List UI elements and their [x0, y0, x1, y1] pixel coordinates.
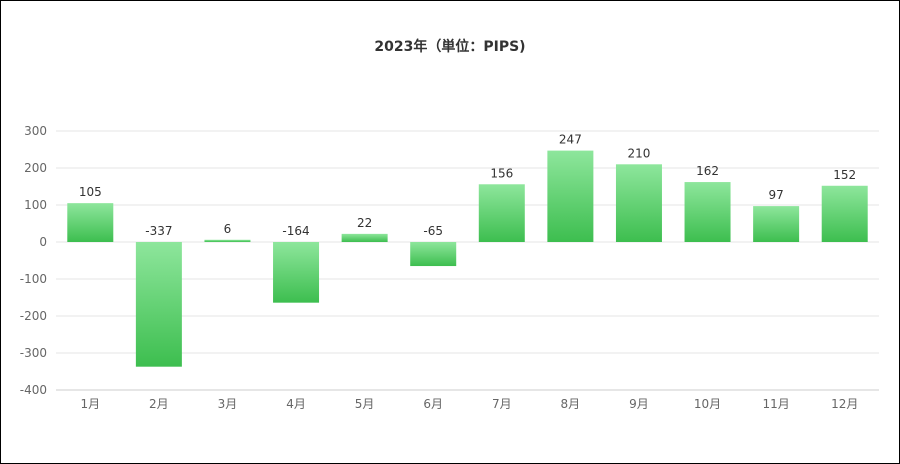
data-label: 247 — [559, 133, 582, 147]
data-label: 6 — [224, 222, 232, 236]
bars — [67, 150, 868, 367]
x-tick-label: 9月 — [629, 397, 649, 411]
data-labels: 105 -337 6 -164 22 -65 156 247 210 162 97 152 — [79, 133, 856, 238]
bar — [273, 242, 320, 303]
gridlines — [56, 130, 879, 391]
bar — [204, 239, 251, 242]
chart-title: 2023年（単位：PIPS) — [374, 39, 526, 55]
y-tick-label: 0 — [39, 235, 47, 249]
data-label: -164 — [282, 224, 309, 238]
bar — [478, 184, 525, 242]
x-tick-label: 11月 — [762, 397, 789, 411]
data-label: -65 — [423, 224, 443, 238]
bar — [615, 164, 662, 242]
y-tick-label: 200 — [24, 161, 47, 175]
y-tick-label: -200 — [20, 309, 47, 323]
bar — [135, 242, 182, 367]
data-label: 105 — [79, 185, 102, 199]
data-label: 210 — [628, 146, 651, 160]
x-tick-label: 12月 — [831, 397, 858, 411]
data-label: -337 — [145, 224, 172, 238]
y-axis-ticks: 300 200 100 0 -100 -200 -300 -400 — [20, 124, 47, 397]
bar — [684, 182, 731, 242]
x-tick-label: 10月 — [694, 397, 721, 411]
bar — [547, 150, 594, 242]
x-tick-label: 5月 — [355, 397, 375, 411]
bar — [67, 203, 114, 242]
x-tick-label: 8月 — [561, 397, 581, 411]
y-tick-label: 300 — [24, 124, 47, 138]
bar — [410, 242, 457, 267]
data-label: 162 — [696, 164, 719, 178]
x-tick-label: 6月 — [423, 397, 443, 411]
data-label: 152 — [833, 168, 856, 182]
y-tick-label: 100 — [24, 198, 47, 212]
x-tick-label: 4月 — [286, 397, 306, 411]
x-tick-label: 2月 — [149, 397, 169, 411]
data-label: 22 — [357, 216, 372, 230]
bar — [821, 185, 868, 242]
x-tick-label: 3月 — [218, 397, 238, 411]
data-label: 97 — [768, 188, 783, 202]
bar — [753, 206, 800, 242]
x-axis-ticks: 1月 2月 3月 4月 5月 6月 7月 8月 9月 10月 11月 12月 — [80, 397, 858, 411]
bar — [341, 233, 388, 242]
x-tick-label: 1月 — [80, 397, 100, 411]
y-tick-label: -100 — [20, 272, 47, 286]
y-tick-label: -300 — [20, 346, 47, 360]
data-label: 156 — [490, 166, 513, 180]
x-tick-label: 7月 — [492, 397, 512, 411]
y-tick-label: -400 — [20, 383, 47, 397]
